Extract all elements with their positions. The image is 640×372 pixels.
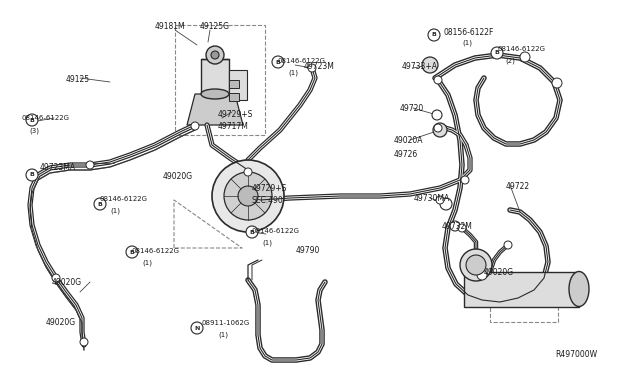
Text: SEC.490: SEC.490	[252, 196, 284, 205]
Bar	[464, 272, 579, 307]
Text: (1): (1)	[110, 208, 120, 215]
Circle shape	[520, 52, 530, 62]
Text: 49722: 49722	[506, 182, 530, 191]
Circle shape	[86, 161, 94, 169]
Text: 49723M: 49723M	[304, 62, 335, 71]
Ellipse shape	[201, 89, 229, 99]
Text: 49733+A: 49733+A	[402, 62, 438, 71]
Text: 49723MA: 49723MA	[40, 163, 76, 172]
Text: 08156-6122F: 08156-6122F	[444, 28, 494, 37]
Text: (1): (1)	[288, 70, 298, 77]
Text: 49717M: 49717M	[218, 122, 249, 131]
Circle shape	[422, 57, 438, 73]
Text: 49020G: 49020G	[484, 268, 514, 277]
Text: 08146-6122G: 08146-6122G	[22, 115, 70, 121]
Bar	[175, 25, 265, 135]
Circle shape	[26, 169, 38, 181]
Circle shape	[52, 274, 60, 282]
Text: (1): (1)	[142, 260, 152, 266]
Circle shape	[224, 172, 272, 220]
Text: B: B	[431, 32, 436, 38]
Circle shape	[466, 255, 486, 275]
Circle shape	[244, 168, 252, 176]
Text: B: B	[129, 250, 134, 254]
Text: B: B	[276, 60, 280, 64]
Circle shape	[211, 51, 219, 59]
Text: 49729+S: 49729+S	[218, 110, 253, 119]
Text: 49020A: 49020A	[394, 136, 424, 145]
Circle shape	[94, 198, 106, 210]
Circle shape	[477, 270, 487, 280]
Circle shape	[206, 46, 224, 64]
Text: (2): (2)	[505, 58, 515, 64]
Circle shape	[504, 241, 512, 249]
Circle shape	[191, 322, 203, 334]
Text: 08146-6122G: 08146-6122G	[132, 248, 180, 254]
Bar	[229, 70, 247, 100]
Text: 08146-6122G: 08146-6122G	[278, 58, 326, 64]
Bar	[229, 80, 239, 88]
Text: (3): (3)	[29, 127, 39, 134]
Circle shape	[434, 76, 442, 84]
Text: B: B	[495, 51, 499, 55]
Circle shape	[434, 124, 442, 132]
Circle shape	[308, 64, 316, 72]
Circle shape	[212, 160, 284, 232]
Circle shape	[26, 114, 38, 126]
Text: (1): (1)	[462, 40, 472, 46]
Text: 49729+S: 49729+S	[252, 184, 287, 193]
Circle shape	[436, 196, 444, 204]
Text: N: N	[195, 326, 200, 330]
Text: 49020G: 49020G	[52, 278, 82, 287]
Text: 08146-6122G: 08146-6122G	[100, 196, 148, 202]
Bar	[490, 280, 558, 322]
Bar	[229, 93, 239, 101]
Text: 49790: 49790	[296, 246, 321, 255]
Circle shape	[428, 29, 440, 41]
Circle shape	[491, 47, 503, 59]
Bar	[201, 59, 229, 94]
Circle shape	[432, 110, 442, 120]
Circle shape	[272, 56, 284, 68]
Text: B: B	[97, 202, 102, 206]
Text: 49730MA: 49730MA	[414, 194, 451, 203]
Circle shape	[246, 226, 258, 238]
Circle shape	[450, 221, 460, 231]
Circle shape	[552, 78, 562, 88]
Text: (1): (1)	[218, 332, 228, 339]
Circle shape	[440, 198, 452, 210]
Circle shape	[80, 338, 88, 346]
Text: B: B	[29, 118, 35, 122]
Text: B: B	[29, 173, 35, 177]
Text: 49020G: 49020G	[46, 318, 76, 327]
Text: 08146-6122G: 08146-6122G	[497, 46, 545, 52]
Text: 49125G: 49125G	[200, 22, 230, 31]
Ellipse shape	[569, 272, 589, 307]
Text: 49125: 49125	[66, 75, 90, 84]
Circle shape	[126, 246, 138, 258]
Circle shape	[238, 186, 258, 206]
Text: (1): (1)	[262, 240, 272, 247]
Text: R497000W: R497000W	[555, 350, 597, 359]
Circle shape	[460, 249, 492, 281]
Text: 49726: 49726	[394, 150, 419, 159]
Text: 49181M: 49181M	[155, 22, 186, 31]
Text: B: B	[250, 230, 255, 234]
Circle shape	[433, 123, 447, 137]
Text: 08911-1062G: 08911-1062G	[202, 320, 250, 326]
Polygon shape	[187, 94, 243, 125]
Circle shape	[461, 176, 469, 184]
Text: 49020G: 49020G	[163, 172, 193, 181]
Text: 08146-6122G: 08146-6122G	[252, 228, 300, 234]
Circle shape	[191, 122, 199, 130]
Text: 49732M: 49732M	[442, 222, 473, 231]
Circle shape	[458, 224, 466, 232]
Text: 49720: 49720	[400, 104, 424, 113]
